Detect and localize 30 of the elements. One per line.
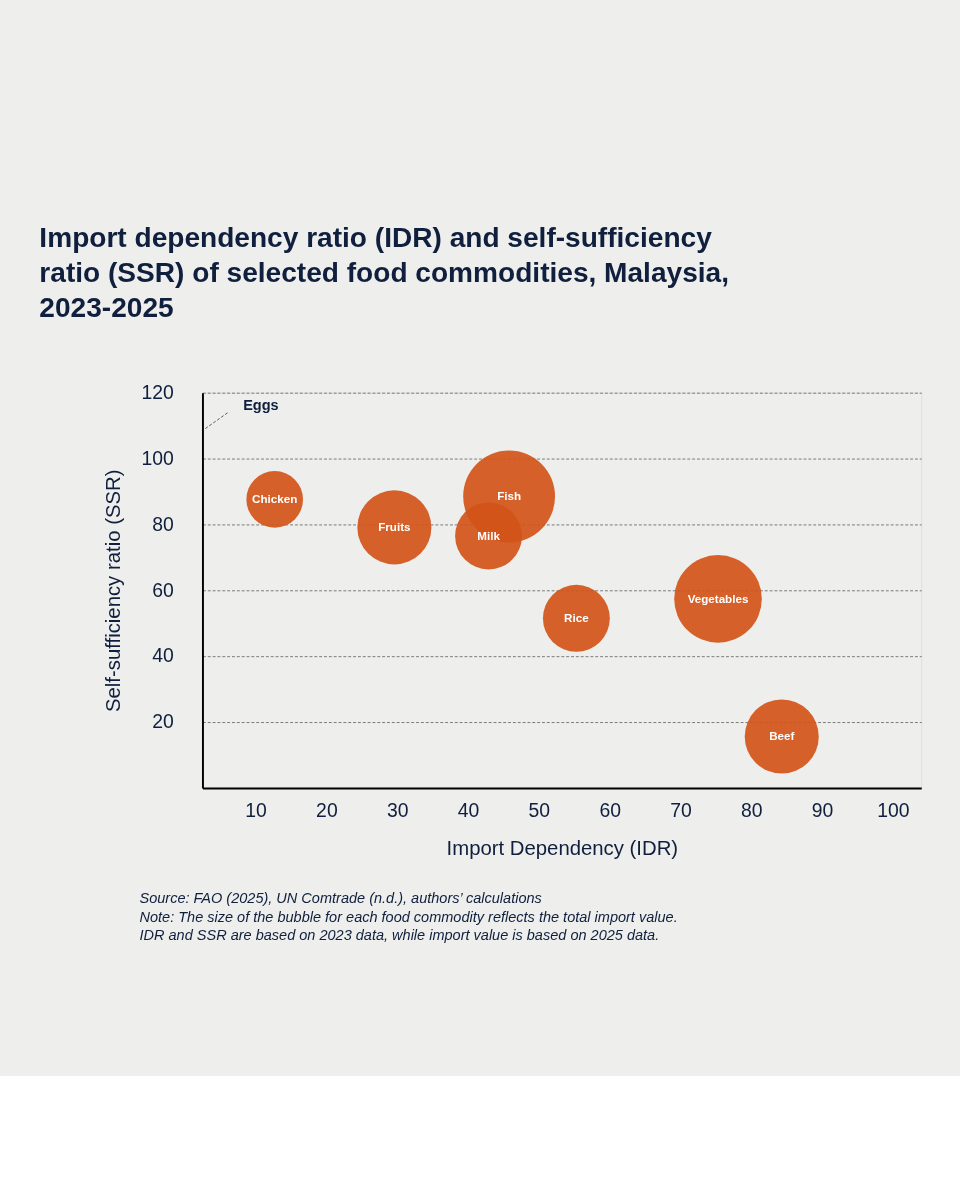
y-tick-label: 40 [152, 644, 175, 667]
y-tick-label: 80 [152, 512, 175, 535]
y-tick-label: 60 [152, 578, 175, 601]
text: IDR and SSR are based on 2023 data, while import value is based on 2025 data. [139, 927, 660, 944]
y-tick-label: 20 [152, 710, 175, 733]
x-tick-label: 10 [245, 799, 268, 822]
series-label: Milk [477, 528, 501, 542]
x-axis-title: Import Dependency (IDR) [446, 837, 679, 860]
source-note: Source: FAO (2025), UN Comtrade (n.d.), authors’ calculations [139, 890, 542, 907]
x-tick-label: 80 [741, 799, 763, 822]
text: Note: The size of the bubble for each food commodity reflects the total import value. [139, 908, 678, 925]
y-tick-label: 100 [141, 446, 175, 469]
x-tick-label: 50 [528, 799, 551, 822]
series-label: Chicken [252, 492, 298, 506]
y-axis-title: Self-sufficiency ratio (SSR) [102, 469, 125, 713]
y-tick-label: 120 [141, 380, 175, 403]
x-tick-label: 100 [877, 799, 910, 822]
series-label: Fish [497, 489, 522, 503]
chart-title: Import dependency ratio (IDR) and self-sufficiency ratio (SSR) of selected food commodities, Malaysia, 2023-2025 [39, 222, 729, 324]
series-label: Vegetables [687, 591, 749, 605]
annotation: Eggs [243, 397, 279, 414]
x-tick-label: 20 [316, 799, 338, 822]
x-tick-label: 60 [599, 799, 622, 822]
x-tick-label: 70 [670, 799, 692, 822]
x-tick-label: 40 [457, 799, 480, 822]
x-tick-label: 30 [386, 799, 409, 822]
series-label: Beef [769, 729, 795, 743]
series-label: Fruits [378, 520, 411, 534]
series-label: Rice [564, 611, 590, 625]
x-tick-label: 90 [811, 799, 834, 822]
